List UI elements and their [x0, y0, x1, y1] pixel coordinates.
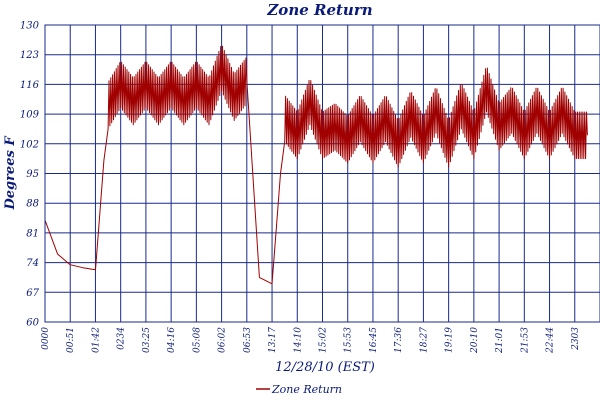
x-tick-label: 17:36 — [394, 327, 404, 353]
x-tick-label: 18:27 — [419, 327, 429, 353]
x-tick-label: 01:42 — [91, 327, 101, 353]
x-tick-label: 21:53 — [520, 327, 530, 354]
y-tick-label: 123 — [20, 50, 39, 61]
x-tick-label: 06:02 — [218, 327, 228, 353]
y-tick-label: 102 — [20, 139, 39, 150]
y-tick-label: 130 — [20, 21, 40, 32]
x-tick-label: 15:53 — [344, 327, 354, 353]
grid — [44, 24, 600, 323]
y-axis-label: Degrees F — [3, 136, 18, 211]
x-tick-label: 20:10 — [470, 327, 480, 354]
x-axis-label: 12/28/10 (EST) — [275, 360, 375, 375]
x-tick-label: 14:10 — [293, 327, 303, 353]
x-tick-label: 0000 — [41, 327, 51, 350]
y-tick-label: 116 — [20, 80, 40, 91]
y-tick-label: 88 — [26, 199, 39, 210]
y-tick-label: 67 — [26, 288, 39, 299]
x-tick-label: 2303 — [571, 327, 581, 351]
x-tick-label: 03:25 — [142, 327, 152, 353]
legend: Zone Return — [256, 383, 342, 396]
chart-title: Zone Return — [266, 1, 372, 19]
legend-label: Zone Return — [271, 383, 342, 396]
x-tick-label: 21:01 — [495, 327, 505, 354]
x-tick-label: 16:45 — [369, 327, 379, 353]
x-tick-label: 19:19 — [445, 327, 455, 353]
x-axis-ticks: 0000 00:51 01:42 0234 03:25 04:16 05:08 06:02 06… — [41, 327, 581, 354]
x-tick-label: 22:44 — [546, 327, 556, 354]
x-tick-label: 06:53 — [243, 327, 253, 353]
y-tick-label: 60 — [26, 318, 39, 329]
series-layer — [44, 45, 588, 285]
x-tick-label: 13:17 — [268, 327, 278, 353]
x-tick-label: 05:08 — [192, 327, 202, 353]
x-tick-label: 15:02 — [319, 327, 329, 353]
plot-frame — [44, 24, 600, 323]
x-tick-label: 00:51 — [66, 327, 76, 353]
y-tick-label: 109 — [20, 110, 40, 121]
y-tick-label: 74 — [26, 258, 39, 269]
x-tick-label: 0234 — [117, 327, 127, 350]
y-tick-label: 81 — [26, 228, 39, 239]
y-tick-label: 95 — [26, 169, 39, 180]
series-line-zone-return — [44, 45, 588, 285]
y-axis-ticks: 60 67 74 81 88 95 102 109 116 123 130 — [20, 21, 40, 329]
x-tick-label: 04:16 — [167, 327, 177, 353]
